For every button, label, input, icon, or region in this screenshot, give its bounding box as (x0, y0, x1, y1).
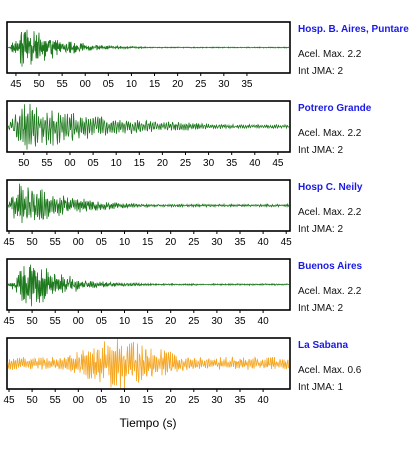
x-tick-label: 55 (57, 79, 69, 90)
x-tick-label: 20 (165, 237, 177, 248)
x-tick-label: 50 (27, 316, 39, 327)
station-name: Hosp C. Neily (298, 182, 363, 193)
x-tick-label: 45 (3, 237, 15, 248)
x-tick-label: 15 (142, 316, 154, 327)
x-tick-label: 45 (281, 237, 293, 248)
x-tick-label: 30 (211, 237, 223, 248)
jma-intensity-label: Int JMA: 2 (298, 145, 344, 156)
x-tick-label: 40 (258, 395, 270, 406)
x-tick-label: 20 (165, 316, 177, 327)
x-tick-label: 25 (188, 237, 200, 248)
x-tick-label: 20 (165, 395, 177, 406)
station-info-2: Potrero Grande Acel. Max. 2.2 Int JMA: 2 (298, 103, 410, 156)
panel-1: 45 50 55 00 05 10 15 20 25 30 35 (6, 21, 291, 90)
station-info-1: Hosp. B. Aires, Puntare Acel. Max. 2.2 Int… (298, 24, 410, 77)
x-axis-title: Tiempo (s) (120, 416, 177, 430)
panel-frame (6, 258, 291, 311)
x-tick-label: 30 (218, 79, 230, 90)
x-tick-label: 05 (96, 395, 108, 406)
x-tick-label: 45 (10, 79, 22, 90)
x-tick-label: 35 (241, 79, 253, 90)
x-tick-label: 10 (119, 395, 131, 406)
panel-5: 45 50 55 00 05 10 15 20 25 30 35 40 (3, 337, 291, 406)
station-info-4: Buenos Aires Acel. Max. 2.2 Int JMA: 2 (298, 261, 410, 314)
jma-intensity-label: Int JMA: 1 (298, 382, 344, 393)
x-tick-label: 50 (18, 158, 30, 169)
panel-2: 50 55 00 05 10 15 20 25 30 35 40 45 (6, 100, 291, 169)
x-tick-label: 35 (234, 395, 246, 406)
station-name: Potrero Grande (298, 103, 372, 114)
x-tick-label: 20 (172, 79, 184, 90)
x-tick-label: 45 (272, 158, 284, 169)
x-tick-label: 40 (249, 158, 261, 169)
waveform-trace (7, 264, 290, 307)
x-tick-label: 25 (195, 79, 207, 90)
x-tick-label: 25 (180, 158, 192, 169)
x-tick-label: 05 (88, 158, 100, 169)
x-tick-label: 35 (226, 158, 238, 169)
x-tick-label: 05 (103, 79, 115, 90)
max-accel-label: Acel. Max. 0.6 (298, 365, 362, 376)
station-info-3: Hosp C. Neily Acel. Max. 2.2 Int JMA: 2 (298, 182, 410, 235)
x-tick-label: 55 (41, 158, 53, 169)
x-tick-label: 55 (50, 237, 62, 248)
x-tick-label: 15 (149, 79, 161, 90)
x-tick-label: 20 (157, 158, 169, 169)
max-accel-label: Acel. Max. 2.2 (298, 49, 362, 60)
panel-frame (6, 179, 291, 232)
x-tick-label: 30 (203, 158, 215, 169)
x-tick-label: 40 (258, 316, 270, 327)
x-tick-label: 15 (142, 237, 154, 248)
x-tick-label: 55 (50, 316, 62, 327)
x-tick-label: 40 (258, 237, 270, 248)
panel-frame (6, 21, 291, 74)
waveform-trace (7, 183, 290, 224)
x-tick-label: 00 (64, 158, 76, 169)
panel-3: 45 50 55 00 05 10 15 20 25 30 35 40 45 (3, 179, 293, 248)
x-tick-label: 00 (80, 79, 92, 90)
x-tick-label: 55 (50, 395, 62, 406)
x-tick-label: 10 (111, 158, 123, 169)
station-name: La Sabana (298, 340, 349, 351)
station-name: Hosp. B. Aires, Puntare (298, 24, 409, 35)
jma-intensity-label: Int JMA: 2 (298, 224, 344, 235)
x-tick-label: 10 (119, 316, 131, 327)
x-tick-label: 50 (33, 79, 45, 90)
panels-layer: 45 50 55 00 05 10 15 20 25 30 35 50 55 00 05 10 15 20 25 30… (3, 21, 293, 406)
x-tick-label: 15 (134, 158, 146, 169)
max-accel-label: Acel. Max. 2.2 (298, 128, 362, 139)
x-tick-label: 25 (188, 316, 200, 327)
x-tick-label: 10 (126, 79, 138, 90)
x-tick-label: 30 (211, 316, 223, 327)
x-tick-label: 30 (211, 395, 223, 406)
jma-intensity-label: Int JMA: 2 (298, 66, 344, 77)
max-accel-label: Acel. Max. 2.2 (298, 207, 362, 218)
x-tick-label: 15 (142, 395, 154, 406)
x-tick-label: 00 (73, 237, 85, 248)
x-tick-label: 00 (73, 316, 85, 327)
x-tick-label: 50 (27, 395, 39, 406)
x-tick-label: 05 (96, 237, 108, 248)
x-tick-label: 05 (96, 316, 108, 327)
x-tick-label: 45 (3, 395, 15, 406)
panel-4: 45 50 55 00 05 10 15 20 25 30 35 40 (3, 258, 291, 327)
waveform-trace (7, 338, 290, 389)
panel-frame (6, 337, 291, 390)
station-info-5: La Sabana Acel. Max. 0.6 Int JMA: 1 (298, 340, 410, 393)
x-tick-label: 45 (3, 316, 15, 327)
max-accel-label: Acel. Max. 2.2 (298, 286, 362, 297)
waveform-trace (7, 29, 290, 67)
x-tick-label: 35 (234, 316, 246, 327)
jma-intensity-label: Int JMA: 2 (298, 303, 344, 314)
panel-frame (6, 100, 291, 153)
waveform-trace (7, 103, 290, 150)
x-tick-label: 35 (234, 237, 246, 248)
x-tick-label: 50 (27, 237, 39, 248)
x-tick-label: 00 (73, 395, 85, 406)
x-tick-label: 10 (119, 237, 131, 248)
x-tick-label: 25 (188, 395, 200, 406)
station-name: Buenos Aires (298, 261, 363, 272)
